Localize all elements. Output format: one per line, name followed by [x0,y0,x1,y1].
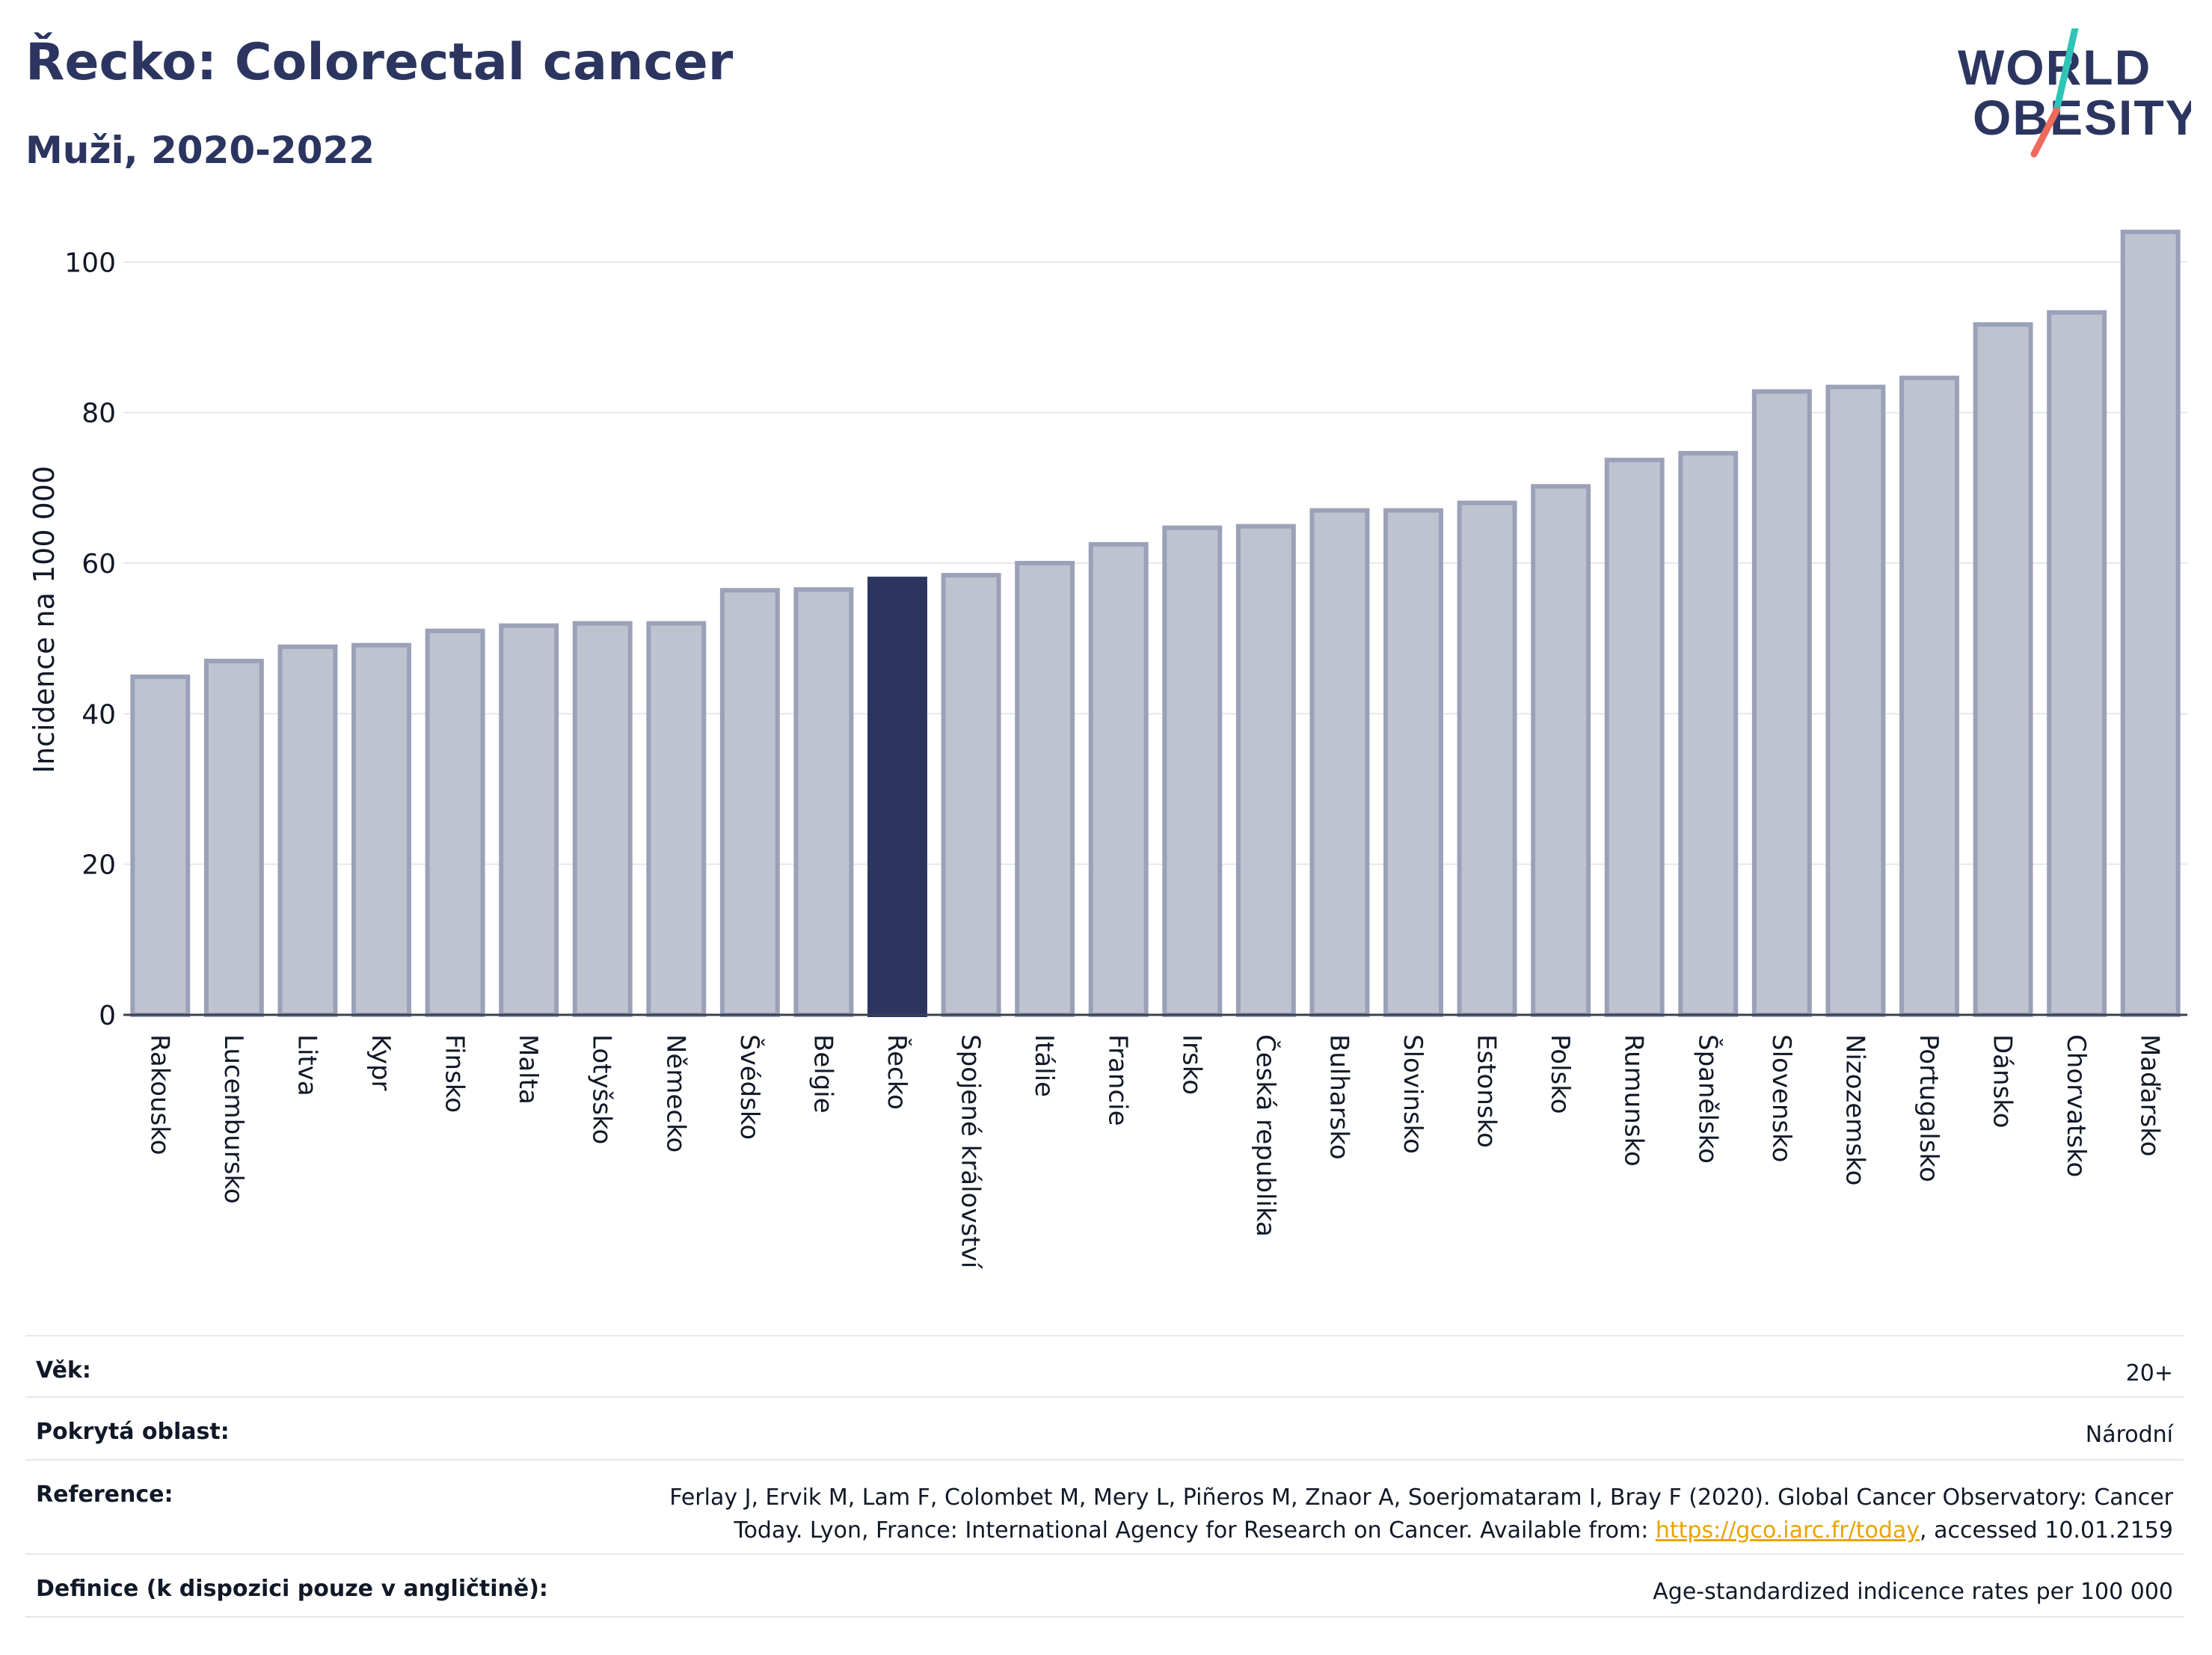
info-row-coverage: Pokrytá oblast: Národní [25,1396,2184,1459]
reference-line-2-post: , accessed 10.01.2159 [1920,1517,2173,1544]
bar [1531,484,1591,1017]
page-title: Řecko: Colorectal cancer [25,33,734,92]
info-label-definition: Definice (k dispozici pouze v angličtině… [36,1576,548,1602]
y-tick-label: 100 [64,248,116,278]
x-tick-label: Slovensko [1766,1034,1796,1162]
bar [351,642,411,1018]
y-tick-label: 0 [99,1001,116,1031]
x-tick-label: Česká republika [1250,1034,1281,1237]
bar [1088,541,1149,1017]
bar [1235,523,1296,1017]
bar [1309,508,1370,1017]
info-value-reference: Ferlay J, Ervik M, Lam F, Colombet M, Me… [669,1481,2173,1547]
bar [130,675,191,1017]
x-tick-label: Litva [292,1034,322,1096]
logo-slash-teal [2053,28,2079,114]
bar [1678,451,1739,1017]
bar [646,621,707,1017]
logo-slash-red [2030,107,2060,158]
x-tick-label: Německo [660,1034,690,1152]
bar [1751,389,1812,1017]
bar [1383,508,1443,1017]
bar [2120,230,2181,1018]
info-row-reference: Reference: Ferlay J, Ervik M, Lam F, Col… [25,1459,2184,1553]
x-tick-label: Slovinsko [1398,1034,1428,1154]
x-tick-label: Nizozemsko [1840,1034,1870,1185]
info-label-reference: Reference: [36,1481,173,1508]
y-tick-label: 80 [82,399,116,429]
x-tick-label: Řecko [882,1034,912,1110]
info-label-age: Věk: [36,1357,91,1384]
x-tick-label: Spojené království [956,1034,986,1270]
x-tick-label: Lucembursko [218,1034,248,1204]
x-tick-label: Dánsko [1988,1034,2018,1129]
x-tick-label: Itálie [1029,1034,1059,1097]
info-table: Věk: 20+ Pokrytá oblast: Národní Referen… [25,1335,2184,1618]
world-obesity-logo: WORLD OBESITY [1958,28,2191,158]
reference-line-2: Today. Lyon, France: International Agenc… [669,1514,2173,1547]
bar [1457,500,1517,1017]
bar [793,587,854,1017]
x-tick-label: Belgie [808,1034,838,1114]
x-tick-label: Švédsko [734,1034,765,1140]
y-tick-label: 60 [82,549,116,580]
x-tick-label: Irsko [1176,1034,1206,1095]
bar [1162,525,1223,1017]
bar [1015,561,1075,1017]
x-tick-label: Polsko [1545,1034,1575,1114]
bar [425,628,485,1017]
x-tick-label: Bulharsko [1324,1034,1354,1160]
y-tick-label: 40 [82,699,116,730]
info-label-coverage: Pokrytá oblast: [36,1419,230,1445]
x-tick-label: Rakousko [144,1034,174,1155]
bar [572,621,633,1017]
bar [1825,384,1886,1017]
bar [277,644,338,1017]
page-subtitle: Muži, 2020-2022 [25,129,375,172]
bar [2047,310,2107,1017]
x-tick-label: Chorvatsko [2061,1034,2091,1177]
x-tick-label: Španělsko [1692,1034,1723,1164]
x-tick-label: Maďarsko [2135,1034,2165,1157]
bar [1899,375,1959,1017]
x-tick-label: Finsko [440,1034,470,1113]
reference-line-1: Ferlay J, Ervik M, Lam F, Colombet M, Me… [669,1484,2173,1511]
info-value-coverage: Národní [2085,1422,2173,1448]
info-value-age: 20+ [2125,1360,2173,1387]
bar [719,588,780,1017]
bar-chart: 0 20 40 60 80 100 Incidence na 100 000 Rakousko… [28,230,2187,1270]
x-tick-label: Rumunsko [1619,1034,1649,1167]
bar [941,573,1001,1017]
bar-highlight [867,577,927,1017]
info-value-definition: Age-standardized indicence rates per 100… [1653,1579,2173,1605]
info-row-age: Věk: 20+ [25,1335,2184,1396]
x-tick-label: Estonsko [1472,1034,1502,1148]
x-tick-label: Malta [513,1034,543,1105]
reference-link[interactable]: https://gco.iarc.fr/today [1655,1517,1920,1544]
bar [1604,458,1665,1017]
bar [499,623,559,1017]
bar [203,658,264,1017]
logo-text-world: WORLD [1958,40,2151,95]
y-axis-label: Incidence na 100 000 [28,466,61,773]
y-tick-label: 20 [82,850,116,881]
bar [1973,322,2033,1017]
x-tick-label: Francie [1103,1034,1133,1126]
x-tick-label: Lotyšsko [587,1034,617,1144]
info-row-definition: Definice (k dispozici pouze v angličtině… [25,1553,2184,1618]
reference-line-2-pre: Today. Lyon, France: International Agenc… [734,1517,1656,1544]
logo-text-obesity: OBESITY [1973,90,2191,145]
x-tick-label: Kypr [366,1034,396,1091]
x-tick-label: Portugalsko [1914,1034,1944,1182]
